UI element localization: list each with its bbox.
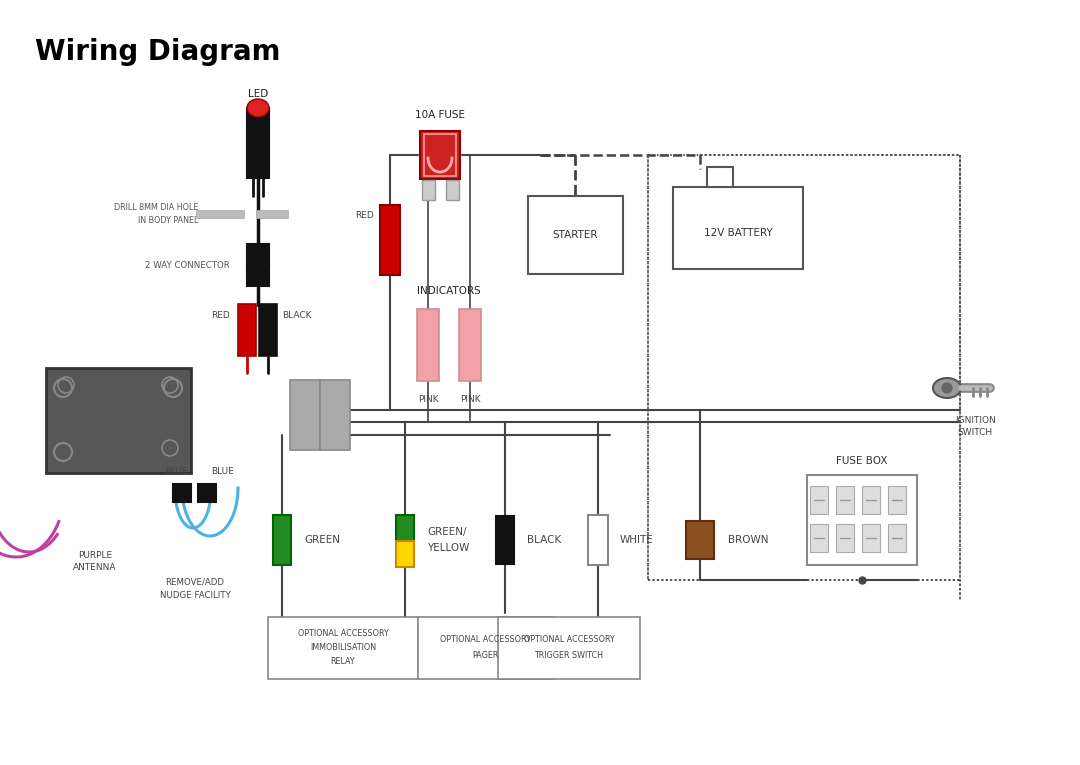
Text: PINK: PINK [418,395,438,403]
Text: NUDGE FACILITY: NUDGE FACILITY [160,591,230,600]
FancyBboxPatch shape [396,541,414,567]
Text: OPTIONAL ACCESSORY: OPTIONAL ACCESSORY [524,636,615,644]
FancyBboxPatch shape [268,617,418,679]
FancyBboxPatch shape [424,134,456,176]
FancyBboxPatch shape [862,524,880,552]
Text: DRILL 8MM DIA HOLE: DRILL 8MM DIA HOLE [113,203,198,211]
FancyBboxPatch shape [420,131,460,179]
FancyBboxPatch shape [496,516,514,564]
FancyBboxPatch shape [247,108,269,178]
FancyBboxPatch shape [836,486,854,514]
Text: IMMOBILISATION: IMMOBILISATION [310,643,376,653]
Text: RED: RED [212,311,230,320]
FancyBboxPatch shape [418,617,553,679]
FancyBboxPatch shape [421,180,434,200]
Text: ANTENNA: ANTENNA [73,564,117,572]
FancyBboxPatch shape [45,367,190,473]
Text: RED: RED [355,210,374,220]
FancyBboxPatch shape [396,515,414,541]
Text: REMOVE/ADD: REMOVE/ADD [165,578,225,587]
Text: PINK: PINK [460,395,481,403]
FancyBboxPatch shape [459,309,481,381]
Text: BROWN: BROWN [728,535,769,545]
Text: BLUE: BLUE [165,467,188,476]
Text: PAGER: PAGER [472,652,498,660]
FancyBboxPatch shape [446,180,459,200]
FancyBboxPatch shape [810,524,828,552]
Ellipse shape [933,378,961,398]
Text: BLACK: BLACK [527,535,562,545]
Text: GREEN/: GREEN/ [427,527,467,537]
FancyBboxPatch shape [686,521,714,559]
FancyBboxPatch shape [291,380,320,450]
Text: FUSE BOX: FUSE BOX [836,456,888,466]
FancyBboxPatch shape [320,380,350,450]
Text: OPTIONAL ACCESSORY: OPTIONAL ACCESSORY [298,630,389,639]
FancyBboxPatch shape [247,244,269,266]
Text: SWITCH: SWITCH [958,428,993,437]
Text: WHITE: WHITE [620,535,653,545]
FancyBboxPatch shape [195,210,244,218]
FancyBboxPatch shape [836,524,854,552]
FancyBboxPatch shape [888,524,906,552]
Text: STARTER: STARTER [552,230,597,240]
Text: PURPLE: PURPLE [78,551,112,559]
FancyBboxPatch shape [673,187,804,269]
FancyBboxPatch shape [256,210,288,218]
FancyBboxPatch shape [498,617,640,679]
FancyBboxPatch shape [588,515,608,565]
FancyBboxPatch shape [259,304,276,356]
FancyBboxPatch shape [247,264,269,286]
Circle shape [942,383,951,393]
FancyBboxPatch shape [807,475,917,565]
Text: OPTIONAL ACCESSORY: OPTIONAL ACCESSORY [440,636,530,644]
Text: YELLOW: YELLOW [427,543,470,553]
Text: 12V BATTERY: 12V BATTERY [704,228,772,238]
Text: BLACK: BLACK [282,311,311,320]
Text: RELAY: RELAY [330,657,355,666]
FancyBboxPatch shape [417,309,438,381]
Text: GREEN: GREEN [303,535,340,545]
Text: BLUE: BLUE [212,467,234,476]
FancyBboxPatch shape [707,167,733,187]
Ellipse shape [247,99,269,117]
FancyBboxPatch shape [198,484,216,502]
Text: IGNITION: IGNITION [955,415,996,425]
FancyBboxPatch shape [527,196,622,274]
FancyBboxPatch shape [273,515,291,565]
Text: IN BODY PANEL: IN BODY PANEL [137,216,198,224]
FancyBboxPatch shape [888,486,906,514]
FancyBboxPatch shape [238,304,256,356]
Text: Wiring Diagram: Wiring Diagram [35,38,281,66]
FancyBboxPatch shape [380,205,400,275]
FancyBboxPatch shape [173,484,191,502]
Text: TRIGGER SWITCH: TRIGGER SWITCH [535,652,604,660]
Text: LED: LED [248,89,268,99]
FancyBboxPatch shape [862,486,880,514]
FancyBboxPatch shape [810,486,828,514]
Text: 10A FUSE: 10A FUSE [415,110,465,120]
Text: INDICATORS: INDICATORS [417,286,481,296]
Text: 2 WAY CONNECTOR: 2 WAY CONNECTOR [145,261,230,269]
